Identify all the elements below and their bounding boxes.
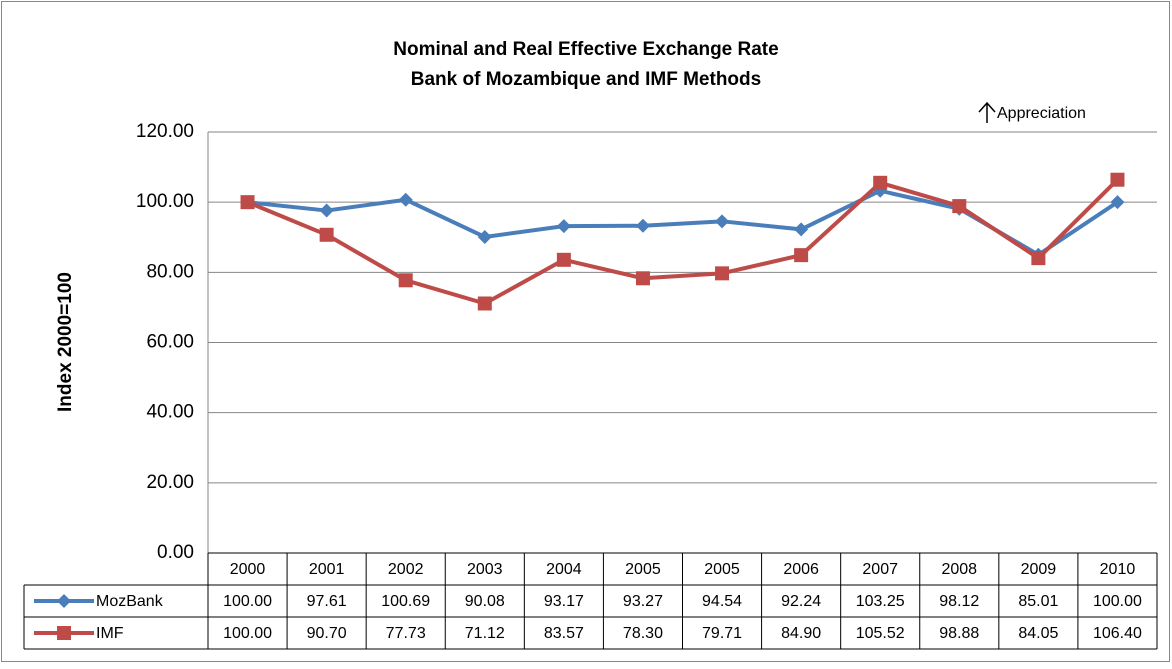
x-tick-label: 2008 [941, 561, 977, 578]
x-tick-label: 2005 [704, 561, 740, 578]
table-value: 98.12 [939, 593, 979, 610]
marker [715, 214, 730, 229]
table-value: 100.00 [1093, 593, 1142, 610]
x-tick-label: 2001 [309, 561, 345, 578]
x-tick-label: 2006 [783, 561, 819, 578]
table-value: 79.71 [702, 625, 742, 642]
table-value: 103.25 [856, 593, 905, 610]
series-line [246, 178, 1119, 306]
marker [635, 218, 650, 233]
x-tick-label: 2000 [230, 561, 266, 578]
chart-subtitle: Bank of Mozambique and IMF Methods [411, 69, 761, 90]
table-value: 84.05 [1018, 625, 1058, 642]
x-tick-label: 2007 [862, 561, 898, 578]
marker [398, 273, 413, 288]
x-tick-label: 2003 [467, 561, 503, 578]
marker [635, 271, 650, 286]
marker [1031, 251, 1046, 266]
legend-marker [57, 594, 71, 608]
y-tick-label: 0.00 [157, 542, 194, 563]
arrow-icon [978, 101, 996, 123]
chart-title: Nominal and Real Effective Exchange Rate [393, 39, 778, 60]
table-value: 100.69 [381, 593, 430, 610]
marker [952, 199, 967, 214]
table-value: 71.12 [465, 625, 505, 642]
marker [556, 219, 571, 234]
table-value: 105.52 [856, 625, 905, 642]
x-tick-label: 2009 [1021, 561, 1057, 578]
y-tick-label: 100.00 [136, 191, 194, 212]
table-value: 78.30 [623, 625, 663, 642]
marker [1110, 172, 1125, 187]
y-tick-label: 60.00 [146, 332, 194, 353]
table-value: 100.00 [223, 593, 272, 610]
marker [477, 296, 492, 311]
marker [556, 252, 571, 267]
table-value: 84.90 [781, 625, 821, 642]
table-value: 93.27 [623, 593, 663, 610]
marker [477, 229, 492, 244]
annotation: Appreciation [997, 105, 1086, 122]
marker [398, 192, 413, 207]
marker [873, 175, 888, 190]
table-value: 94.54 [702, 593, 742, 610]
table-value: 90.08 [465, 593, 505, 610]
y-axis-label: Index 2000=100 [55, 272, 76, 412]
table-value: 100.00 [223, 625, 272, 642]
marker [319, 227, 334, 242]
x-tick-label: 2005 [625, 561, 661, 578]
x-tick-label: 2004 [546, 561, 582, 578]
marker [240, 195, 255, 210]
marker [319, 203, 334, 218]
y-tick-label: 80.00 [146, 261, 194, 282]
table-value: 98.88 [939, 625, 979, 642]
table-value: 83.57 [544, 625, 584, 642]
table-value: 106.40 [1093, 625, 1142, 642]
table-value: 97.61 [307, 593, 347, 610]
x-tick-label: 2002 [388, 561, 424, 578]
y-tick-label: 120.00 [136, 121, 194, 142]
y-tick-label: 40.00 [146, 402, 194, 423]
x-tick-label: 2010 [1100, 561, 1136, 578]
y-tick-label: 20.00 [146, 472, 194, 493]
table-value: 93.17 [544, 593, 584, 610]
legend-label: IMF [96, 625, 124, 642]
marker [1110, 195, 1125, 210]
marker [794, 222, 809, 237]
legend-label: MozBank [96, 593, 164, 610]
table-value: 77.73 [386, 625, 426, 642]
table-value: 85.01 [1018, 593, 1058, 610]
legend-marker [57, 626, 71, 640]
marker [715, 266, 730, 281]
table-value: 90.70 [307, 625, 347, 642]
marker [794, 248, 809, 263]
table-value: 92.24 [781, 593, 821, 610]
